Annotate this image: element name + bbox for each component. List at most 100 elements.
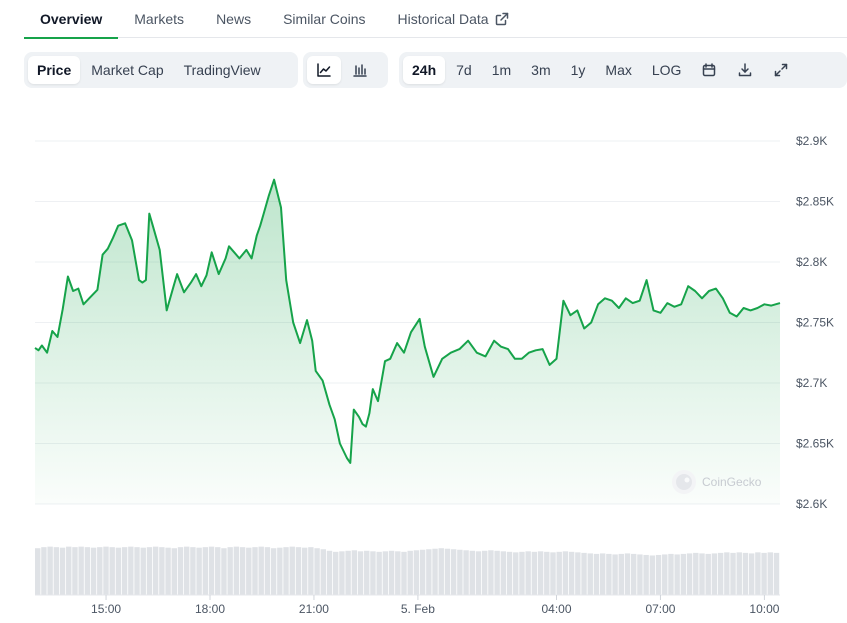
volume-bar	[556, 551, 562, 595]
volume-bar	[314, 548, 320, 595]
tab-overview[interactable]: Overview	[24, 0, 119, 39]
volume-bar	[419, 549, 426, 595]
volume-bar	[755, 552, 761, 595]
line-chart-button[interactable]	[307, 56, 341, 84]
download-button[interactable]	[728, 56, 762, 84]
fullscreen-button[interactable]	[764, 56, 798, 84]
price-chart[interactable]: $2.6K $2.65K $2.7K $2.75K $2.8K $2.85K $2.9K 1…	[0, 100, 847, 623]
volume-bar	[320, 549, 326, 595]
volume-bar	[72, 547, 78, 595]
coingecko-watermark: CoinGecko	[672, 470, 762, 494]
volume-bar	[550, 552, 556, 595]
x-tick-label: 18:00	[195, 602, 225, 616]
volume-bar	[618, 553, 624, 595]
volume-bar	[252, 547, 258, 595]
volume-bar	[761, 552, 767, 595]
volume-bars	[35, 546, 780, 595]
volume-bar	[488, 550, 494, 595]
volume-bar	[475, 551, 482, 595]
volume-bar	[674, 554, 680, 595]
volume-bar	[438, 548, 444, 595]
volume-bar	[426, 549, 432, 595]
volume-bar	[196, 547, 202, 595]
y-axis: $2.6K $2.65K $2.7K $2.75K $2.8K $2.85K $2.9K	[796, 134, 834, 511]
volume-bar	[283, 547, 289, 595]
tab-news[interactable]: News	[200, 0, 267, 38]
volume-bar	[388, 550, 395, 595]
volume-bar	[457, 549, 463, 595]
volume-bar	[525, 551, 531, 595]
external-link-icon	[495, 12, 508, 26]
metric-market-cap-button[interactable]: Market Cap	[91, 62, 164, 78]
x-axis: 15:00 18:00 21:00 5. Feb 04:00 07:00 10:00	[35, 594, 780, 616]
volume-bar	[500, 551, 507, 595]
volume-bar	[208, 546, 215, 595]
tab-markets[interactable]: Markets	[118, 0, 200, 38]
range-max-button[interactable]: Max	[605, 62, 632, 78]
volume-bar	[140, 547, 146, 595]
volume-bar	[494, 550, 500, 595]
line-chart-icon	[317, 63, 331, 77]
download-icon	[739, 63, 752, 77]
volume-bar	[134, 547, 140, 595]
tab-similar-coins-label: Similar Coins	[283, 11, 366, 27]
volume-bar	[482, 550, 488, 595]
volume-bar	[637, 554, 643, 595]
volume-bar	[184, 546, 190, 595]
range-7d-button[interactable]: 7d	[456, 62, 472, 78]
volume-bar	[624, 553, 631, 595]
price-area-fill	[35, 179, 780, 504]
volume-bar	[41, 547, 47, 595]
volume-bar	[699, 553, 705, 595]
volume-bar	[593, 553, 600, 595]
tab-historical-data[interactable]: Historical Data	[382, 0, 525, 38]
volume-bar	[308, 547, 314, 595]
time-range-selector: 24h 7d 1m 3m 1y Max LOG	[399, 52, 847, 88]
volume-bar	[115, 547, 122, 595]
metric-price-button[interactable]: Price	[28, 56, 81, 84]
tab-similar-coins[interactable]: Similar Coins	[267, 0, 381, 38]
volume-bar	[506, 551, 513, 595]
calendar-icon	[703, 63, 716, 77]
y-tick-label: $2.6K	[796, 497, 827, 511]
volume-bar	[736, 552, 742, 595]
volume-bar	[326, 550, 333, 595]
volume-bar	[730, 552, 736, 595]
range-1y-button[interactable]: 1y	[570, 62, 586, 78]
y-tick-label: $2.8K	[796, 255, 827, 269]
metric-selector: Price Market Cap TradingView	[24, 52, 298, 88]
volume-bar	[90, 547, 97, 595]
volume-bar	[568, 551, 575, 595]
volume-bar	[364, 550, 370, 595]
volume-bar	[686, 553, 693, 595]
volume-bar	[277, 547, 283, 595]
volume-bar	[165, 547, 171, 595]
volume-bar	[78, 546, 84, 595]
volume-bar	[35, 548, 41, 595]
volume-bar	[66, 546, 72, 595]
range-1m-button[interactable]: 1m	[491, 62, 512, 78]
y-tick-label: $2.9K	[796, 134, 827, 148]
volume-bar	[233, 546, 240, 595]
volume-bar	[693, 552, 699, 595]
range-3m-button[interactable]: 3m	[531, 62, 551, 78]
volume-bar	[109, 547, 115, 595]
volume-bar	[562, 551, 569, 595]
volume-bar	[631, 553, 637, 595]
volume-bar	[649, 555, 656, 595]
tab-overview-label: Overview	[40, 11, 103, 27]
volume-bar	[662, 554, 668, 595]
calendar-button[interactable]	[692, 56, 726, 84]
price-line	[34, 178, 781, 464]
volume-bar	[376, 551, 382, 595]
volume-bar	[531, 551, 538, 595]
range-24h-button[interactable]: 24h	[403, 56, 446, 84]
chart-style-selector	[303, 52, 388, 88]
coingecko-logo-icon	[672, 470, 696, 494]
metric-tradingview-button[interactable]: TradingView	[183, 62, 261, 78]
volume-bar	[413, 550, 420, 595]
x-tick-label: 10:00	[749, 602, 779, 616]
log-scale-button[interactable]: LOG	[651, 62, 682, 78]
tab-markets-label: Markets	[134, 11, 185, 27]
candlestick-chart-button[interactable]	[343, 56, 377, 84]
